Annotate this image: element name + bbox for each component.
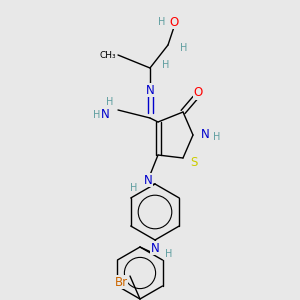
Text: H: H: [130, 183, 138, 193]
Text: H: H: [106, 97, 113, 107]
Text: N: N: [101, 109, 110, 122]
Text: O: O: [194, 86, 202, 100]
Text: H: H: [93, 110, 100, 120]
Text: N: N: [201, 128, 210, 142]
Text: H: H: [158, 17, 166, 27]
Text: H: H: [165, 249, 173, 259]
Text: H: H: [213, 132, 220, 142]
Text: O: O: [169, 16, 178, 28]
Text: H: H: [162, 60, 169, 70]
Text: Br: Br: [114, 275, 128, 289]
Text: S: S: [190, 155, 197, 169]
Text: N: N: [146, 83, 154, 97]
Text: N: N: [151, 242, 159, 254]
Text: H: H: [180, 43, 188, 53]
Text: N: N: [144, 173, 152, 187]
Text: CH₃: CH₃: [99, 50, 116, 59]
